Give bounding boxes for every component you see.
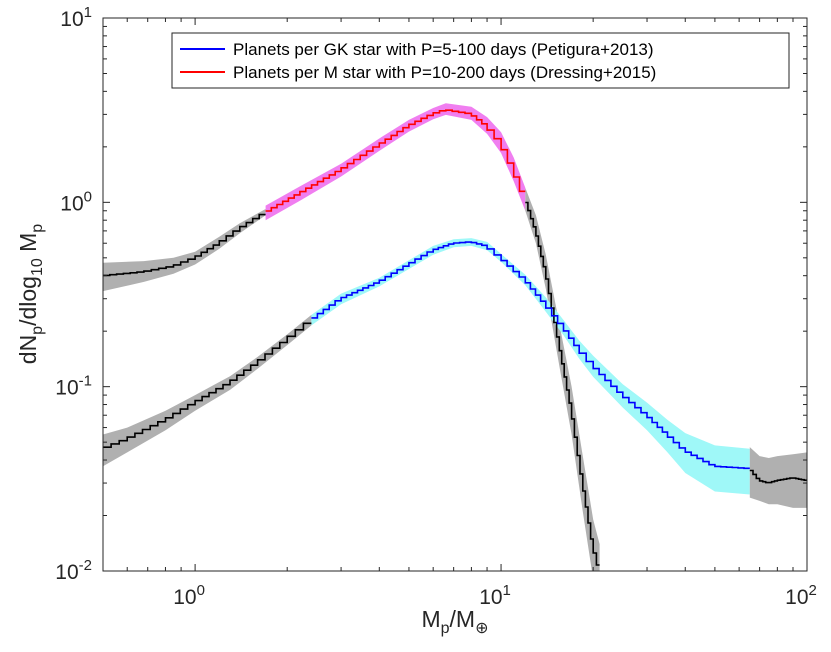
series-line-4 (311, 241, 750, 470)
x-tick-label: 102 (785, 582, 817, 609)
plot-frame (102, 17, 808, 572)
y-tick-base: 10 (55, 561, 78, 584)
y-axis-title-p3: M (15, 233, 41, 259)
x-tick-base: 10 (479, 586, 502, 609)
x-axis-title-sub2: ⊕ (475, 620, 488, 637)
x-tick-base: 10 (173, 586, 196, 609)
y-axis-title-s1: p (29, 326, 46, 335)
y-tick-base: 10 (60, 8, 83, 31)
series-lines (103, 109, 807, 566)
legend-label-m: Planets per M star with P=10-200 days (D… (233, 63, 656, 82)
legend: Planets per GK star with P=5-100 days (P… (171, 32, 790, 89)
series-line-0 (103, 213, 266, 277)
y-axis-title-p1: dN (15, 335, 41, 364)
y-tick-exp: -1 (79, 373, 92, 390)
series-line-5 (749, 469, 807, 484)
x-tick-exp: 2 (809, 582, 817, 599)
series-line-1 (265, 109, 526, 212)
y-tick-exp: -2 (79, 557, 92, 574)
legend-label-gk: Planets per GK star with P=5-100 days (P… (233, 40, 654, 59)
y-tick-label: 101 (60, 4, 92, 31)
x-axis-title: Mp/M⊕ (421, 606, 488, 637)
series-line-3 (103, 322, 312, 448)
x-tick-exp: 0 (197, 582, 205, 599)
y-tick-label: 100 (60, 188, 92, 215)
band-5 (749, 447, 807, 508)
band-3 (103, 314, 312, 467)
x-tick-exp: 1 (503, 582, 511, 599)
x-axis-title-mid: /M (450, 606, 476, 632)
y-axis-title-s3: p (29, 224, 46, 233)
x-tick-base: 10 (785, 586, 808, 609)
y-tick-base: 10 (55, 377, 78, 400)
x-axis-title-sub1: p (441, 620, 450, 637)
y-tick-exp: 0 (84, 188, 92, 205)
y-tick-label: 10-1 (55, 373, 92, 400)
y-tick-label: 10-2 (55, 557, 92, 584)
y-axis-title-p2: /dlog (15, 276, 41, 326)
y-tick-exp: 1 (84, 4, 92, 21)
x-tick-label: 101 (479, 582, 511, 609)
y-axis-title: dNp/dlog10 Mp (15, 224, 46, 365)
y-tick-base: 10 (60, 192, 83, 215)
band-2 (525, 187, 600, 571)
y-axis-title-s2: 10 (29, 258, 46, 276)
x-tick-label: 100 (173, 582, 205, 609)
x-axis-title-base: M (421, 606, 440, 632)
series-line-2 (525, 201, 600, 566)
legend-box (171, 32, 790, 89)
axis-ticks (102, 17, 808, 572)
